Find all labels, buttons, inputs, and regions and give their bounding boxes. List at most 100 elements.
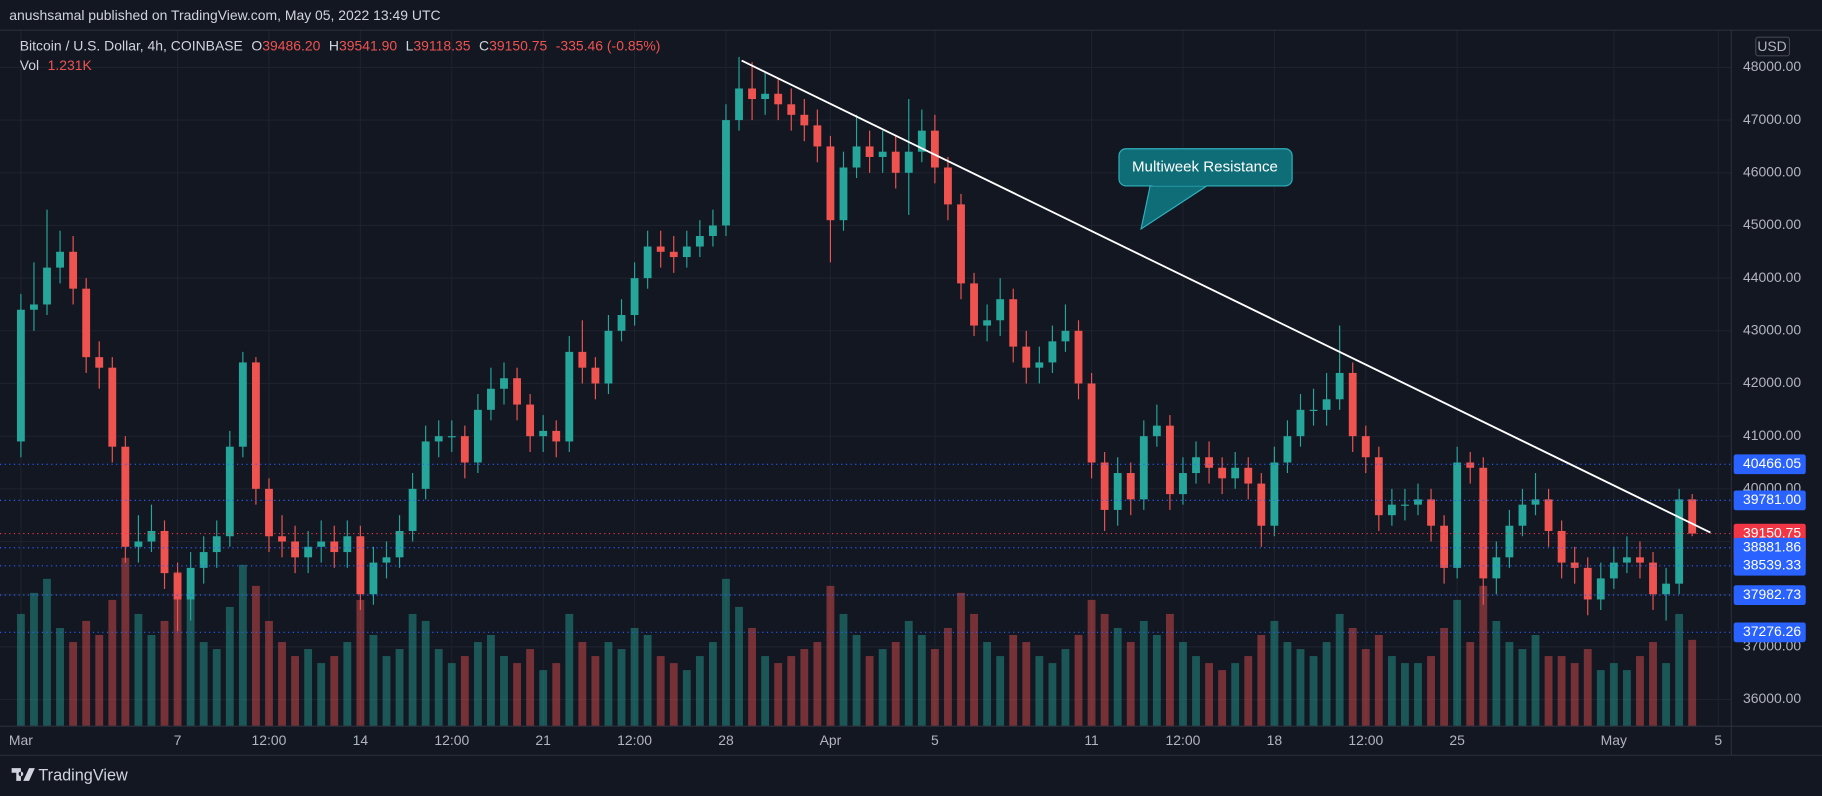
volume-bar [500,656,508,727]
volume-bar [421,620,430,727]
volume-bar [199,642,208,727]
volume-bar [774,663,783,727]
candle-body [1557,530,1566,563]
candle-body [1583,567,1592,600]
x-tick-label: 21 [535,732,551,748]
x-tick-label: 25 [1449,732,1465,748]
candle-body [604,330,613,384]
price-label: 38881.86 [1743,538,1801,554]
volume-bar [1322,642,1331,727]
symbol: Bitcoin / U.S. Dollar, 4h, COINBASE [20,37,243,53]
candle-body [1361,436,1370,458]
candle-body [304,546,313,558]
candle-body [69,251,78,289]
volume-bar [787,656,796,727]
annotation: Multiweek Resistance [1118,148,1293,231]
volume-bar [552,663,561,727]
volume-bar [238,564,247,727]
legend: Bitcoin / U.S. Dollar, 4h, COINBASE O394… [20,37,661,53]
candle-body [1061,330,1070,342]
candle-body [1205,457,1213,468]
trendline [741,59,1711,534]
candle-body [1492,557,1501,579]
candle-body [708,225,717,236]
volume-bar [617,649,626,727]
candle-body [460,436,469,463]
candles [16,56,1697,632]
volume-bar [682,670,691,727]
candle-body [669,251,678,258]
price-lines [0,59,1732,633]
candle-body [408,488,417,531]
candle-body [552,430,561,442]
y-tick-label: 41000.00 [1743,427,1801,443]
candle-body [917,130,926,152]
volume-bar [539,670,548,727]
volume-bar [656,656,665,727]
y-tick-label: 47000.00 [1743,111,1801,127]
candle-body [591,367,600,384]
candle-body [1596,578,1605,600]
candle-body [317,541,326,547]
candle-body [761,93,770,100]
volume-bar [944,627,952,727]
volume-bar [722,578,730,727]
candle-body [526,404,535,437]
volume-bar [1596,670,1605,727]
h-value: 39541.90 [339,37,397,53]
y-tick-label: 43000.00 [1743,321,1801,337]
volume-bar [826,585,835,727]
volume-bar [917,634,926,727]
volume-bar [983,642,992,727]
volume-bar [395,649,404,727]
y-tick-label: 44000.00 [1743,269,1801,285]
c-label: C [479,37,489,53]
logo [11,768,35,781]
candle-body [1283,436,1292,463]
candle-body [1113,473,1122,510]
candle-body [238,362,247,447]
candle-body [1192,457,1200,474]
volume-bar [1087,599,1096,727]
change: -335.46 [556,37,604,53]
candle-body [630,278,639,316]
volume-bar [891,642,900,727]
candle-body [1401,504,1409,506]
x-tick-label: May [1601,732,1627,748]
candle-body [160,530,169,574]
volume-bar [578,642,587,727]
candle-body [212,536,221,553]
price-label-box [1733,555,1806,576]
volume-bar [1244,656,1253,727]
volume-bar [1518,649,1527,727]
candle-body [1231,467,1240,479]
candle-body [473,409,482,463]
price-label-box [1733,454,1806,475]
candle-body [682,246,691,258]
candle-body [1479,467,1488,579]
x-tick-label: Apr [820,732,842,748]
volume-bar [330,656,339,727]
volume-bar [1100,613,1109,727]
candle-body [1414,499,1422,505]
candle-body [1126,473,1135,500]
price-label: 38539.33 [1743,556,1801,572]
candle-body [748,88,757,100]
price-label: 37982.73 [1743,586,1801,602]
candle-body [813,125,822,147]
volume-bar [252,585,260,727]
volume-bar [1061,649,1070,727]
volume-bar [1492,620,1501,727]
candle-body [1505,525,1514,558]
c-value: 39150.75 [489,37,547,53]
volume-bar [1466,642,1475,727]
volume-bar [1348,627,1357,727]
candle-body [643,246,652,279]
x-tick-label: 12:00 [617,732,652,748]
volume-bar [1570,663,1579,727]
volume-bar [748,627,757,727]
x-tick-label: 12:00 [1348,732,1383,748]
candle-body [447,436,456,438]
